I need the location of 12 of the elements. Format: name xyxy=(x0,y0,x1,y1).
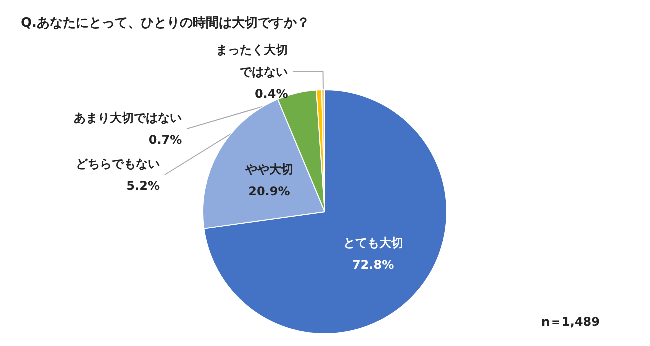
slice-label: あまり大切ではない xyxy=(74,111,182,126)
data-label: 5.2% xyxy=(126,179,160,194)
data-label: 72.8% xyxy=(352,258,394,272)
chart-title: Q.あなたにとって、ひとりの時間は大切ですか？ xyxy=(21,16,310,31)
data-label: 0.7% xyxy=(148,133,182,148)
data-label: 0.4% xyxy=(254,87,288,102)
slice-label: とても大切 xyxy=(343,236,404,250)
data-label: 20.9% xyxy=(248,184,290,198)
text: n＝1,489 xyxy=(542,315,600,329)
slice-label: まったく大切ではない xyxy=(216,43,288,80)
slice-label: やや大切 xyxy=(244,162,294,176)
slice-label: どちらでもない xyxy=(76,157,160,172)
